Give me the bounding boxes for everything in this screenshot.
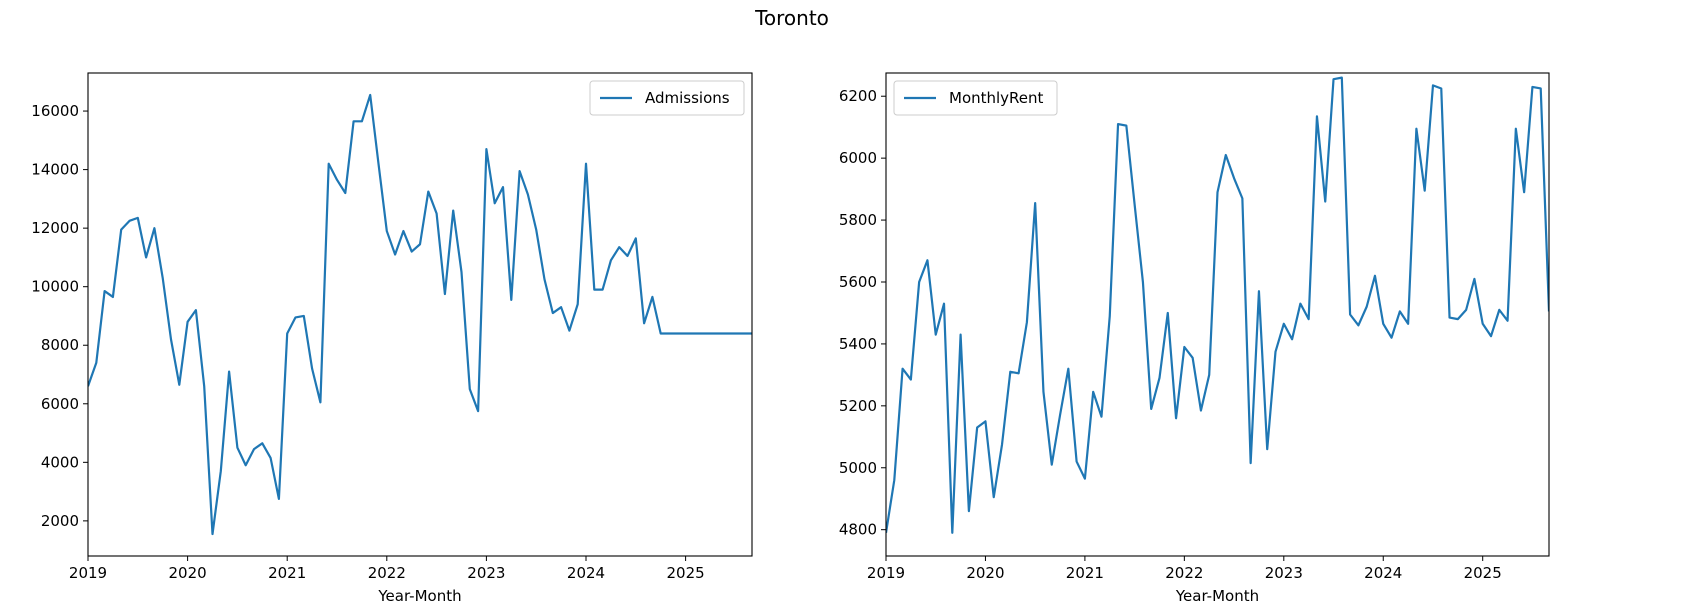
x-tick-label: 2022 (368, 564, 406, 582)
figure-title: Toronto (755, 6, 829, 30)
series-line-monthlyrent (886, 76, 1549, 534)
x-tick-2022: 2022 (1165, 556, 1203, 582)
x-tick-2020: 2020 (966, 556, 1005, 582)
axes-frame (885, 72, 1550, 557)
y-tick-label: 4000 (41, 453, 79, 471)
x-tick-label: 2024 (1364, 564, 1402, 582)
legend-label: MonthlyRent (949, 89, 1044, 107)
y-tick-5400: 5400 (839, 335, 886, 353)
x-tick-label: 2022 (1165, 564, 1203, 582)
x-tick-2023: 2023 (467, 556, 505, 582)
y-tick-12000: 12000 (31, 219, 88, 237)
y-tick-6200: 6200 (839, 87, 886, 105)
x-tick-2019: 2019 (69, 556, 107, 582)
y-tick-label: 4800 (839, 521, 877, 539)
y-tick-label: 10000 (31, 278, 79, 296)
x-tick-label: 2020 (966, 564, 1004, 582)
x-tick-label: 2021 (1066, 564, 1104, 582)
y-tick-6000: 6000 (41, 395, 88, 413)
x-tick-label: 2019 (69, 564, 107, 582)
x-tick-2025: 2025 (667, 556, 705, 582)
y-tick-label: 14000 (31, 161, 79, 179)
x-tick-2021: 2021 (1066, 556, 1104, 582)
y-tick-4800: 4800 (839, 521, 886, 539)
admissions-chart: 2019 2020 2021 2022 2023 2024 2025 2000 4000 6000… (31, 72, 753, 605)
x-tick-2025: 2025 (1464, 556, 1502, 582)
y-tick-label: 5400 (839, 335, 877, 353)
y-tick-10000: 10000 (31, 278, 88, 296)
x-tick-2024: 2024 (1364, 556, 1402, 582)
axes-frame (87, 72, 753, 557)
legend: MonthlyRent (893, 80, 1058, 116)
series-line-admissions (88, 93, 752, 536)
x-tick-label: 2023 (467, 564, 505, 582)
x-axis-label: Year-Month (377, 587, 461, 605)
y-tick-5200: 5200 (839, 397, 886, 415)
x-tick-label: 2025 (1464, 564, 1502, 582)
y-tick-5000: 5000 (839, 459, 886, 477)
legend-box (589, 80, 745, 116)
x-tick-2020: 2020 (169, 556, 207, 582)
y-tick-14000: 14000 (31, 161, 88, 179)
y-tick-4000: 4000 (41, 453, 88, 471)
legend: Admissions (589, 80, 745, 116)
y-tick-label: 16000 (31, 102, 79, 120)
y-tick-label: 2000 (41, 512, 79, 530)
legend-box (893, 80, 1058, 116)
x-tick-2023: 2023 (1265, 556, 1303, 582)
x-tick-label: 2024 (567, 564, 605, 582)
x-tick-label: 2025 (667, 564, 705, 582)
y-tick-label: 6000 (41, 395, 79, 413)
y-tick-16000: 16000 (31, 102, 88, 120)
y-tick-2000: 2000 (41, 512, 88, 530)
x-axis-label: Year-Month (1175, 587, 1259, 605)
y-tick-6000: 6000 (839, 149, 886, 167)
y-tick-label: 5600 (839, 273, 877, 291)
x-tick-2022: 2022 (368, 556, 406, 582)
y-tick-5600: 5600 (839, 273, 886, 291)
y-tick-label: 6000 (839, 149, 877, 167)
x-tick-label: 2023 (1265, 564, 1303, 582)
x-tick-label: 2019 (867, 564, 905, 582)
legend-label: Admissions (645, 89, 730, 107)
x-tick-label: 2020 (169, 564, 207, 582)
x-tick-2024: 2024 (567, 556, 605, 582)
y-tick-label: 5000 (839, 459, 877, 477)
x-tick-2019: 2019 (867, 556, 905, 582)
y-tick-8000: 8000 (41, 336, 88, 354)
x-tick-label: 2021 (268, 564, 306, 582)
y-tick-label: 5800 (839, 211, 877, 229)
x-tick-2021: 2021 (268, 556, 306, 582)
y-tick-label: 12000 (31, 219, 79, 237)
y-tick-label: 5200 (839, 397, 877, 415)
y-tick-label: 6200 (839, 87, 877, 105)
monthly-rent-chart: 2019 2020 2021 2022 2023 2024 2025 4800 5000 5200… (839, 72, 1550, 605)
y-tick-label: 8000 (41, 336, 79, 354)
y-tick-5800: 5800 (839, 211, 886, 229)
